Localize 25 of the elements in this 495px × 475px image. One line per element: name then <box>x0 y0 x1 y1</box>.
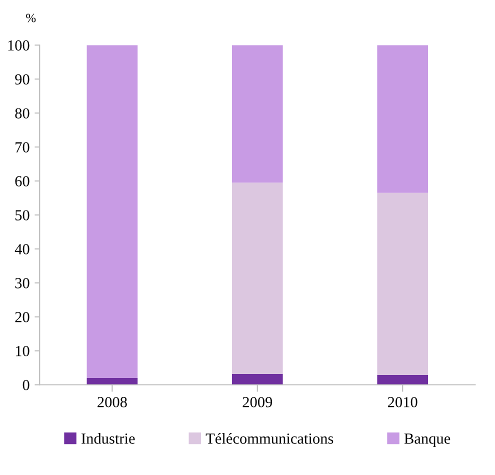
legend-label: Télécommunications <box>206 432 334 444</box>
y-tick-label: 60 <box>15 176 30 186</box>
y-tick-label: 90 <box>15 74 30 85</box>
y-tick-label: 20 <box>15 312 30 322</box>
bar <box>377 374 428 385</box>
y-axis-title: % <box>26 14 36 22</box>
x-tick-label: 2009 <box>242 396 272 408</box>
y-tick-label: 30 <box>15 278 30 288</box>
legend-label: Industrie <box>82 433 135 444</box>
y-tick-label: 70 <box>16 142 30 152</box>
x-tick-label: 2008 <box>98 396 127 408</box>
y-tick-label: 100 <box>8 40 30 51</box>
bar <box>86 45 138 378</box>
y-tick-label: 0 <box>22 380 30 390</box>
y-tick-label: 40 <box>14 244 30 254</box>
y-tick-label: 80 <box>15 108 30 118</box>
y-tick-label: 50 <box>15 210 30 220</box>
x-tick-label: 2010 <box>388 396 418 408</box>
legend-label: Banque <box>404 434 450 447</box>
bar <box>377 192 428 375</box>
bar <box>232 374 283 385</box>
bar <box>377 45 428 193</box>
y-tick-label: 10 <box>16 346 30 356</box>
bar <box>232 182 283 374</box>
bar <box>232 45 283 183</box>
